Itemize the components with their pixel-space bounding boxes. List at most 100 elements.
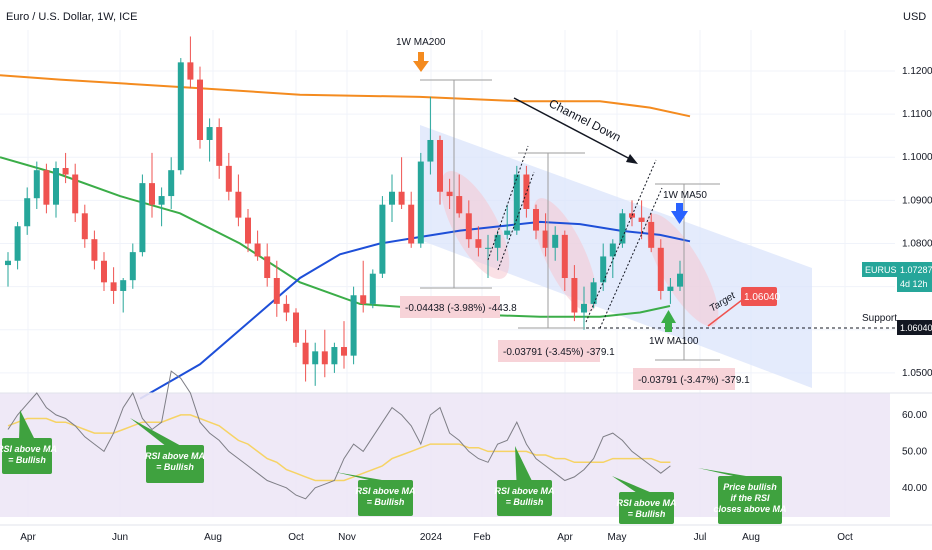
candle-body — [638, 217, 645, 222]
y-tick-label: 1.11000 — [902, 109, 932, 120]
callout-pointer — [515, 446, 533, 482]
x-tick-label: Aug — [742, 532, 760, 543]
candle-body — [149, 183, 155, 205]
rsi-axis[interactable]: 60.00 50.00 40.00 — [902, 410, 927, 494]
x-tick-label: 2024 — [420, 532, 443, 543]
candle-body — [33, 170, 40, 199]
callout-text: = Bullish — [156, 462, 194, 472]
candle-body — [609, 243, 616, 257]
x-tick-label: Apr — [20, 532, 36, 543]
target-value: 1.06040 — [744, 292, 781, 303]
x-tick-label: May — [608, 532, 627, 543]
x-tick-label: Jul — [694, 532, 707, 543]
candle-body — [24, 198, 31, 227]
callout-text: closes above MA — [713, 504, 786, 514]
y-tick-label: 1.05000 — [902, 368, 932, 379]
callout-text: = Bullish — [367, 497, 405, 507]
measure-box-3 — [633, 368, 735, 390]
candle-body — [408, 204, 415, 244]
y-tick-label: 1.09000 — [902, 195, 932, 206]
x-tick-label: Jun — [112, 532, 128, 543]
moving-averages — [0, 74, 691, 400]
candle-body — [14, 226, 21, 261]
support-label: Support — [862, 313, 897, 324]
callout-text: RSI above MA — [494, 486, 554, 496]
candle-body — [283, 303, 290, 313]
candle-body — [187, 62, 194, 80]
x-tick-label: Aug — [204, 532, 222, 543]
callout-box — [2, 438, 52, 474]
candle-body — [129, 252, 136, 281]
callout-pointer — [335, 472, 394, 482]
candle-body — [379, 204, 386, 274]
callout-text: RSI above MA — [616, 498, 676, 508]
ma-line — [0, 156, 671, 318]
rsi-lines — [7, 370, 671, 500]
candle-body — [341, 347, 347, 356]
time-axis[interactable]: Apr Jun Aug Oct Nov 2024 Feb Apr May Jul Aug Oct — [20, 532, 853, 543]
rising-line-2a — [585, 159, 657, 323]
callout-text: Price bullish — [723, 482, 777, 492]
channel-arrow-head — [626, 154, 638, 164]
ma50-arrow-head — [671, 211, 688, 224]
callout-text: = Bullish — [506, 497, 544, 507]
target-value-box — [741, 287, 777, 306]
candle-body — [360, 295, 367, 304]
candle-body — [120, 280, 127, 291]
candle-body — [312, 351, 319, 365]
candle-body — [513, 174, 520, 231]
rising-line-1a — [487, 145, 529, 261]
candle-body — [273, 278, 280, 304]
candle-body — [197, 79, 203, 140]
support-value: 1.06040 — [900, 323, 932, 333]
candle-body — [485, 247, 491, 249]
candles — [5, 36, 683, 386]
currency-label: USD — [903, 11, 926, 23]
candle-body — [110, 282, 117, 291]
measure-text-1: -0.04438 (-3.98%) -443.8 — [405, 303, 517, 314]
ma200-label: 1W MA200 — [396, 37, 446, 48]
candle-body — [667, 286, 674, 291]
y-tick-label: 1.10000 — [902, 152, 932, 163]
candle-body — [350, 295, 357, 356]
rsi-ma-line — [7, 414, 671, 482]
measure-text-2: -0.03791 (-3.45%) -379.1 — [503, 347, 615, 358]
ma100-arrow-stem — [665, 322, 672, 332]
candle-body — [561, 234, 568, 279]
last-price-value-tag — [897, 262, 932, 292]
candle-body — [53, 168, 59, 205]
ma50-label: 1W MA50 — [663, 190, 707, 201]
rising-line-2b — [599, 187, 663, 329]
callout-text: RSI above MA — [145, 451, 205, 461]
callout-box — [358, 480, 413, 516]
candle-body — [552, 234, 559, 248]
candle-body — [331, 347, 338, 365]
candle-body — [581, 303, 587, 313]
candle-body — [72, 174, 79, 214]
candle-body — [264, 256, 271, 279]
candle-body — [475, 239, 482, 248]
last-price-value: 1.07287 — [900, 265, 932, 275]
candle-body — [542, 230, 549, 248]
candle-body — [533, 209, 539, 231]
rsi-line — [7, 370, 671, 500]
candle-body — [657, 247, 664, 291]
channel-arrow-line — [513, 97, 633, 161]
ma50-arrow-stem — [676, 203, 683, 212]
candle-body — [91, 239, 98, 261]
candle-body — [427, 139, 434, 162]
candle-body — [43, 170, 50, 205]
rsi-tick-label: 60.00 — [902, 410, 927, 421]
callout-pointer — [130, 418, 183, 447]
callout-box — [619, 492, 674, 524]
callout-text: if the RSI — [730, 493, 770, 503]
candle-body — [302, 342, 309, 365]
candle-body — [600, 256, 607, 283]
candle-body — [168, 170, 175, 197]
candle-body — [465, 213, 472, 240]
candle-body — [369, 273, 376, 304]
candle-body — [571, 278, 578, 313]
y-tick-label: 1.12000 — [902, 66, 932, 77]
callout-pointer — [698, 468, 758, 478]
measure-box-1 — [400, 296, 500, 318]
